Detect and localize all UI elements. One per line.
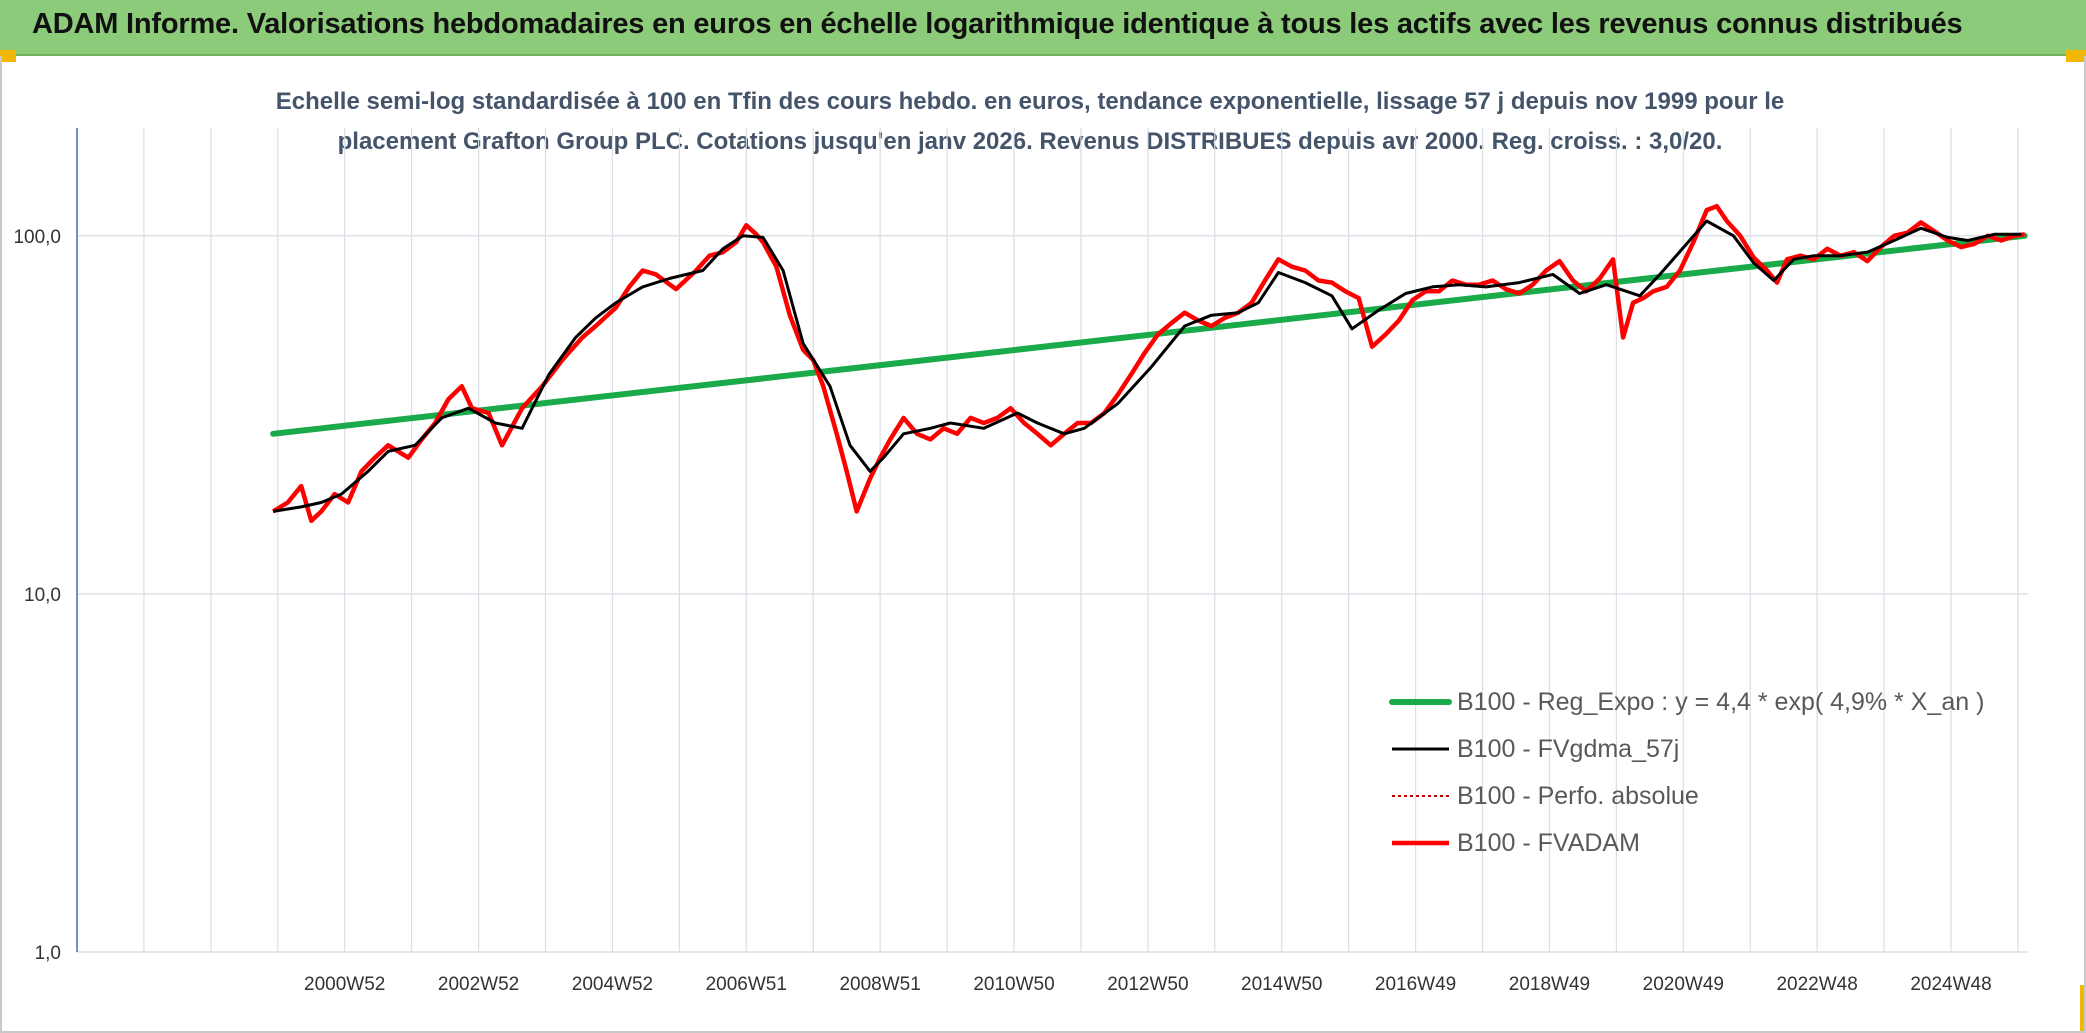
series-line-fvadam: [271, 203, 2026, 524]
corner-marker-bottom-right: [2080, 985, 2086, 1033]
x-tick-label: 2012W50: [1107, 974, 1188, 995]
corner-marker-right: [2066, 50, 2086, 62]
legend-label: B100 - FVgdma_57j: [1457, 735, 1679, 763]
x-tick-label: 2004W52: [572, 974, 653, 995]
x-tick-label: 2020W49: [1643, 974, 1724, 995]
legend-label: B100 - Perfo. absolue: [1457, 782, 1699, 810]
x-tick-label: 2000W52: [304, 974, 385, 995]
x-tick-label: 2018W49: [1509, 974, 1590, 995]
x-tick-label: 2006W51: [706, 974, 787, 995]
x-tick-label: 2022W48: [1776, 974, 1857, 995]
x-tick-label: 2014W50: [1241, 974, 1322, 995]
chart-frame: [0, 56, 2086, 1033]
report-header: ADAM Informe. Valorisations hebdomadaire…: [0, 0, 2086, 56]
y-tick-label: 100,0: [13, 227, 61, 248]
corner-marker-left: [0, 50, 16, 62]
series-line-smoothed: [272, 219, 2022, 513]
legend-label: B100 - FVADAM: [1457, 829, 1640, 857]
x-tick-label: 2024W48: [1910, 974, 1991, 995]
y-tick-label: 10,0: [24, 585, 61, 606]
x-tick-label: 2002W52: [438, 974, 519, 995]
chart-title-line-1: Echelle semi-log standardisée à 100 en T…: [275, 88, 1785, 115]
x-tick-label: 2008W51: [839, 974, 920, 995]
series-line-trend: [270, 232, 2028, 437]
report-title: ADAM Informe. Valorisations hebdomadaire…: [32, 8, 1963, 40]
legend-label: B100 - Reg_Expo : y = 4,4 * exp( 4,9% * …: [1457, 688, 1984, 716]
chart-title-line-2: placement Grafton Group PLC. Cotations j…: [337, 128, 1723, 155]
x-tick-label: 2010W50: [973, 974, 1054, 995]
y-tick-label: 1,0: [35, 943, 61, 964]
x-tick-label: 2016W49: [1375, 974, 1456, 995]
